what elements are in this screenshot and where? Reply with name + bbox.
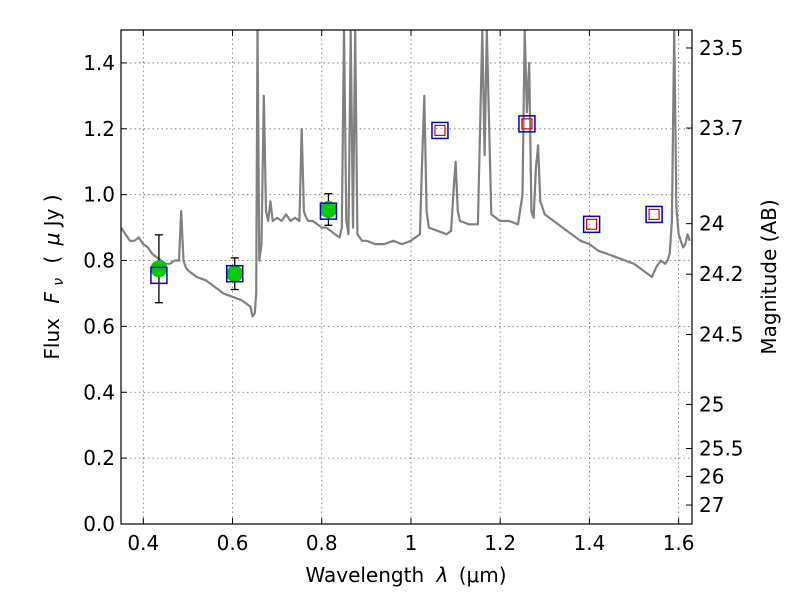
- grid: [121, 30, 692, 525]
- y-tick-label: 0.2: [83, 446, 115, 470]
- x-tick-label: 1.4: [573, 531, 605, 555]
- y2-tick-label: 24: [699, 212, 724, 236]
- model-box: [518, 115, 536, 133]
- observed-point: [150, 260, 168, 278]
- y2-axis-label: Magnitude (AB): [757, 199, 781, 354]
- y2-tick-label: 23.5: [699, 36, 744, 60]
- model-box: [431, 121, 449, 140]
- plot-frame: [120, 29, 693, 525]
- model-box: [150, 266, 168, 285]
- y2-tick-label: 24.2: [699, 262, 744, 286]
- error-bars: [154, 193, 333, 304]
- y2-tick-label: 25.5: [699, 437, 744, 461]
- y-tick-label: 1.4: [83, 51, 115, 75]
- y-axis-ticks: 0.0 0.2 0.4 0.6 0.8 1.0 1.2 1.4: [83, 51, 127, 536]
- x-axis-label: Wavelength λ (μm): [305, 563, 506, 587]
- x-tick-label: 1.2: [484, 531, 516, 555]
- spectrum-series: [121, 30, 691, 318]
- x-tick-label: 0.4: [127, 531, 159, 555]
- observed-point: [226, 265, 244, 283]
- upper-limit-box: [434, 124, 446, 137]
- y2-axis-ticks: 23.5 23.7 24 24.2 24.5 25 25.5 26 27: [686, 36, 744, 517]
- y2-tick-label: 27: [699, 493, 724, 517]
- upper-limit-boxes: [434, 118, 660, 230]
- y2-tick-label: 25: [699, 392, 724, 416]
- model-box: [645, 205, 663, 224]
- y2-tick-label: 24.5: [699, 322, 744, 346]
- x-tick-label: 1: [405, 531, 418, 555]
- upper-limit-box: [521, 118, 533, 130]
- x-tick-label: 1.6: [663, 531, 695, 555]
- y-tick-label: 0.0: [83, 512, 115, 536]
- upper-limit-box: [586, 218, 598, 230]
- y-tick-label: 1.0: [83, 183, 115, 207]
- model-boxes: [150, 115, 663, 285]
- spectrum-line: [121, 30, 691, 318]
- model-box: [319, 202, 338, 220]
- y-axis-label: Flux F ν ( μ Jy ): [40, 194, 68, 359]
- upper-limit-box: [648, 208, 660, 221]
- y-tick-label: 0.6: [83, 314, 115, 338]
- y-tick-label: 1.2: [83, 117, 115, 141]
- model-box: [582, 215, 601, 234]
- x-axis-ticks: 0.4 0.6 0.8 1 1.2 1.4 1.6: [127, 30, 695, 555]
- y-tick-label: 0.8: [83, 249, 115, 273]
- x-tick-label: 0.6: [217, 531, 249, 555]
- observed-point: [319, 200, 337, 218]
- y-tick-label: 0.4: [83, 380, 115, 404]
- y2-tick-label: 23.7: [699, 116, 744, 140]
- model-box: [226, 264, 244, 283]
- x-tick-label: 0.8: [306, 531, 338, 555]
- y2-tick-label: 26: [699, 464, 724, 488]
